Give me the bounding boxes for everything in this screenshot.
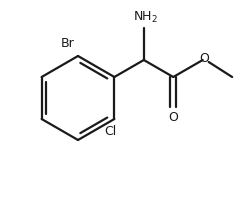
- Text: NH$_2$: NH$_2$: [133, 10, 158, 25]
- Text: Cl: Cl: [104, 125, 117, 138]
- Text: Br: Br: [60, 37, 74, 50]
- Text: O: O: [168, 111, 178, 124]
- Text: O: O: [199, 52, 209, 66]
